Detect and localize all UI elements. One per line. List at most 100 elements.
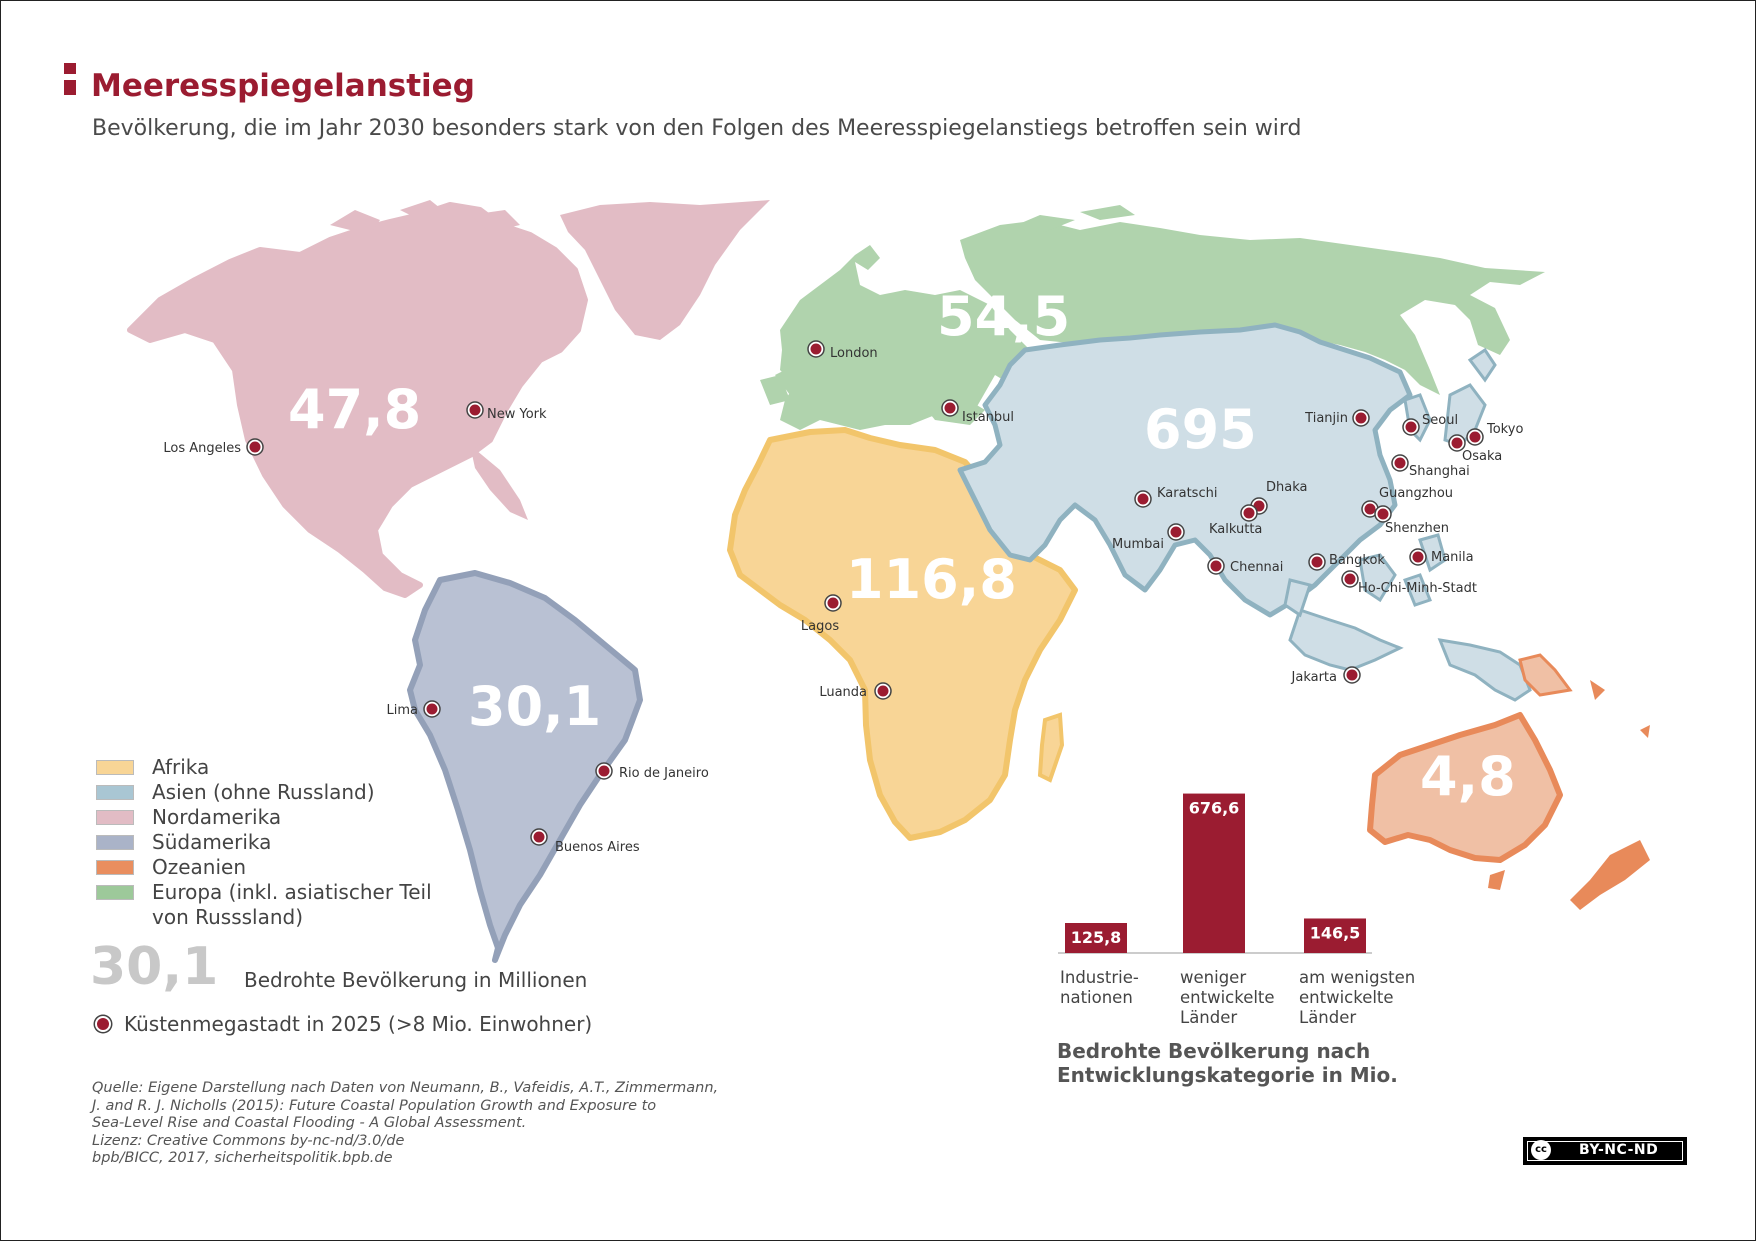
city-marker-buenos-aires: Buenos Aires	[530, 828, 640, 855]
city-marker-luanda: Luanda	[819, 682, 892, 700]
legend-swatch	[96, 835, 134, 850]
city-label-bangkok: Bangkok	[1329, 553, 1385, 568]
city-marker-shenzhen: Shenzhen	[1374, 505, 1449, 536]
city-dot	[810, 343, 822, 355]
city-dot	[1137, 493, 1149, 505]
legend-label: Asien (ohne Russland)	[152, 780, 375, 804]
title-marker-top	[64, 63, 76, 74]
source-line: Sea-Level Rise and Coastal Flooding - A …	[92, 1115, 527, 1131]
legend-number-label: Bedrohte Bevölkerung in Millionen	[244, 968, 588, 992]
city-dot	[1210, 560, 1222, 572]
city-label-guangzhou: Guangzhou	[1379, 486, 1453, 501]
city-dot	[1412, 551, 1424, 563]
legend-label: Nordamerika	[152, 805, 282, 829]
legend-label: Europa (inkl. asiatischer Teil	[152, 880, 432, 904]
city-marker-tianjin: Tianjin	[1304, 409, 1370, 427]
city-dot	[1355, 412, 1367, 424]
city-label-buenos-aires: Buenos Aires	[555, 840, 640, 855]
city-marker-kalkutta: Kalkutta	[1209, 504, 1262, 537]
city-dot	[1344, 573, 1356, 585]
city-label-manila: Manila	[1431, 550, 1474, 565]
city-marker-karatschi: Karatschi	[1134, 486, 1217, 508]
value-europa: 54,5	[937, 285, 1070, 348]
megacity-legend-marker	[95, 1016, 111, 1032]
city-marker-shanghai: Shanghai	[1391, 454, 1470, 479]
region-ozeanien	[1367, 653, 1650, 910]
city-label-new-york: New York	[487, 407, 547, 422]
city-dot	[533, 831, 545, 843]
title-marker-bottom	[64, 80, 76, 95]
city-marker-new-york: New York	[466, 401, 547, 422]
city-label-ho-chi-minh-stadt: Ho-Chi-Minh-Stadt	[1358, 581, 1477, 596]
region-nordamerika	[127, 200, 770, 598]
legend-swatch	[96, 785, 134, 800]
city-label-seoul: Seoul	[1422, 413, 1458, 428]
bar-category-label: Industrie- nationen	[1060, 968, 1139, 1007]
city-dot	[1377, 508, 1389, 520]
source-line: J. and R. J. Nicholls (2015): Future Coa…	[92, 1097, 657, 1114]
legend-label-continued: von Russsland)	[152, 905, 304, 929]
city-label-lima: Lima	[387, 703, 418, 718]
city-label-rio-de-janeiro: Rio de Janeiro	[619, 766, 709, 781]
cc-license-badge[interactable]: cc BY-NC-ND	[1523, 1137, 1687, 1165]
city-marker-tokyo: Tokyo	[1466, 422, 1523, 446]
city-dot	[827, 597, 839, 609]
legend-label: Afrika	[152, 755, 210, 779]
city-marker-manila: Manila	[1409, 548, 1474, 566]
city-label-jakarta: Jakarta	[1291, 670, 1337, 685]
city-marker-mumbai: Mumbai	[1112, 523, 1185, 552]
city-label-luanda: Luanda	[819, 685, 867, 700]
city-dot	[1451, 437, 1463, 449]
cc-badge-border	[1527, 1141, 1683, 1161]
city-label-kalkutta: Kalkutta	[1209, 522, 1262, 537]
legend-sample-number: 30,1	[90, 937, 219, 997]
bar-category-label: am wenigsten entwickelte Länder	[1299, 968, 1416, 1027]
city-label-shenzhen: Shenzhen	[1385, 521, 1449, 536]
city-dot	[944, 402, 956, 414]
city-dot	[598, 765, 610, 777]
value-ozeanien: 4,8	[1420, 745, 1516, 808]
legend-swatch	[96, 760, 134, 775]
page-subtitle: Bevölkerung, die im Jahr 2030 besonders …	[92, 116, 1302, 141]
city-label-tokyo: Tokyo	[1486, 422, 1523, 437]
city-label-los-angeles: Los Angeles	[163, 441, 241, 456]
city-label-istanbul: Istanbul	[962, 410, 1014, 425]
city-marker-chennai: Chennai	[1207, 557, 1283, 575]
cc-license-text: BY-NC-ND	[1579, 1142, 1659, 1158]
city-marker-lagos: Lagos	[801, 594, 842, 634]
city-label-chennai: Chennai	[1230, 560, 1283, 575]
publisher-line: bpb/BICC, 2017, sicherheitspolitik.bpb.d…	[92, 1150, 393, 1166]
city-label-karatschi: Karatschi	[1157, 486, 1217, 501]
city-dot	[1405, 421, 1417, 433]
city-dot	[469, 404, 481, 416]
city-dot	[877, 685, 889, 697]
value-nordamerika: 47,8	[288, 378, 421, 441]
source-line: Quelle: Eigene Darstellung nach Daten vo…	[92, 1080, 719, 1096]
city-label-mumbai: Mumbai	[1112, 537, 1164, 552]
city-marker-seoul: Seoul	[1402, 413, 1458, 436]
city-label-osaka: Osaka	[1462, 449, 1502, 464]
city-marker-rio-de-janeiro: Rio de Janeiro	[595, 762, 709, 781]
city-dot	[1346, 669, 1358, 681]
city-dot	[1170, 526, 1182, 538]
megacity-legend-label: Küstenmegastadt in 2025 (>8 Mio. Einwohn…	[124, 1012, 593, 1036]
bar-chart-title: Bedrohte Bevölkerung nach Entwicklungska…	[1057, 1039, 1398, 1087]
city-marker-ho-chi-minh-stadt: Ho-Chi-Minh-Stadt	[1341, 570, 1477, 596]
city-marker-osaka: Osaka	[1448, 434, 1502, 464]
region-suedamerika	[407, 570, 643, 963]
bar-category-label: weniger entwickelte Länder	[1180, 968, 1275, 1027]
value-suedamerika: 30,1	[468, 675, 601, 738]
city-dot	[1243, 507, 1255, 519]
city-label-lagos: Lagos	[801, 619, 839, 634]
city-label-tianjin: Tianjin	[1304, 411, 1348, 426]
license-line: Lizenz: Creative Commons by-nc-nd/3.0/de	[92, 1132, 405, 1149]
city-dot	[1394, 457, 1406, 469]
city-dot	[1364, 503, 1376, 515]
legend-swatch	[96, 810, 134, 825]
region-value-labels: 47,8 54,5 695 116,8 30,1 4,8	[288, 285, 1516, 808]
megacity-markers: London Istanbul New York Los Angeles Lima Rio…	[163, 340, 1523, 855]
value-asien: 695	[1144, 398, 1257, 461]
city-label-dhaka: Dhaka	[1266, 480, 1307, 495]
city-dot	[249, 441, 261, 453]
